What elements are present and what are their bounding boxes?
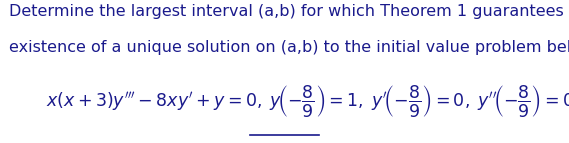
Text: Determine the largest interval (a,b) for which Theorem 1 guarantees the: Determine the largest interval (a,b) for… — [9, 4, 569, 19]
Text: $x(x+3)y''' - 8xy' + y = 0, \; y\!\left(-\dfrac{8}{9}\right) = 1,\; y'\!\left(-\: $x(x+3)y''' - 8xy' + y = 0, \; y\!\left(… — [46, 83, 569, 119]
Text: existence of a unique solution on (a,b) to the initial value problem below.: existence of a unique solution on (a,b) … — [9, 40, 569, 55]
